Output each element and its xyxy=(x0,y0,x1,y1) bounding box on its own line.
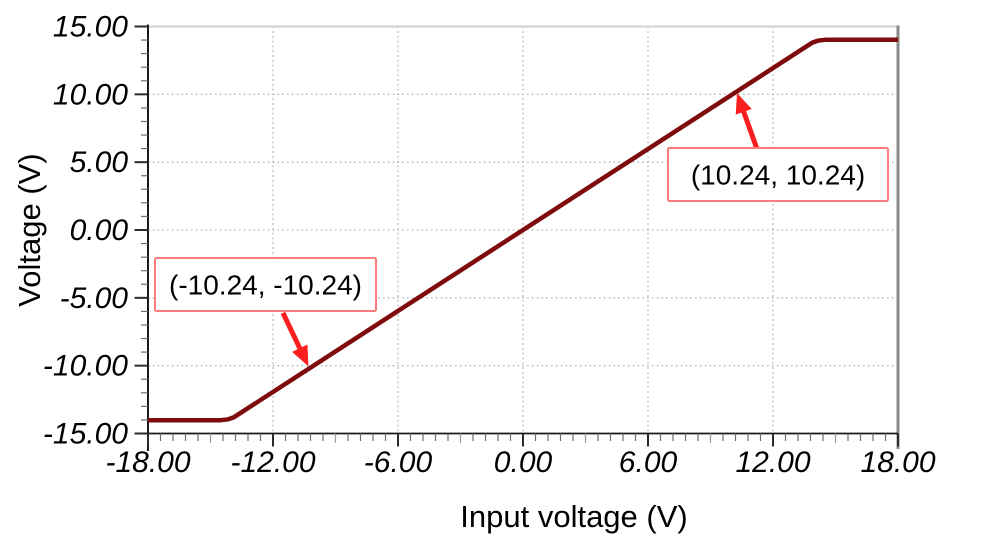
x-tick-label: -12.00 xyxy=(230,446,315,479)
y-tick-label: 10.00 xyxy=(53,78,128,111)
signal-trace[interactable] xyxy=(148,37,898,423)
annotation-box[interactable] xyxy=(667,147,889,202)
annotation-arrow-shaft xyxy=(740,107,760,150)
y-tick-label: 0.00 xyxy=(70,214,129,247)
y-tick-label: 5.00 xyxy=(70,146,129,179)
x-tick-label: 6.00 xyxy=(619,446,678,479)
annotation-label: (-10.24, -10.24) xyxy=(169,270,362,301)
x-tick-label: -6.00 xyxy=(364,446,433,479)
x-tick-label: 18.00 xyxy=(860,446,935,479)
annotation-label: (10.24, 10.24) xyxy=(691,160,865,191)
annotation-arrow-head xyxy=(735,92,752,115)
y-tick-label: -5.00 xyxy=(60,282,129,315)
y-tick-label: -15.00 xyxy=(43,418,128,451)
x-tick-label: -18.00 xyxy=(105,446,190,479)
x-tick-label: 0.00 xyxy=(494,446,553,479)
x-axis-title: Input voltage (V) xyxy=(460,499,687,534)
y-axis-title: Voltage (V) xyxy=(12,153,47,306)
y-tick-label: 15.00 xyxy=(53,11,128,44)
x-tick-label: 12.00 xyxy=(735,446,810,479)
y-tick-label: -10.00 xyxy=(43,350,128,383)
annotation-arrow-head xyxy=(292,344,309,367)
annotation-box[interactable] xyxy=(154,257,377,312)
annotation-arrow-shaft xyxy=(280,311,304,353)
